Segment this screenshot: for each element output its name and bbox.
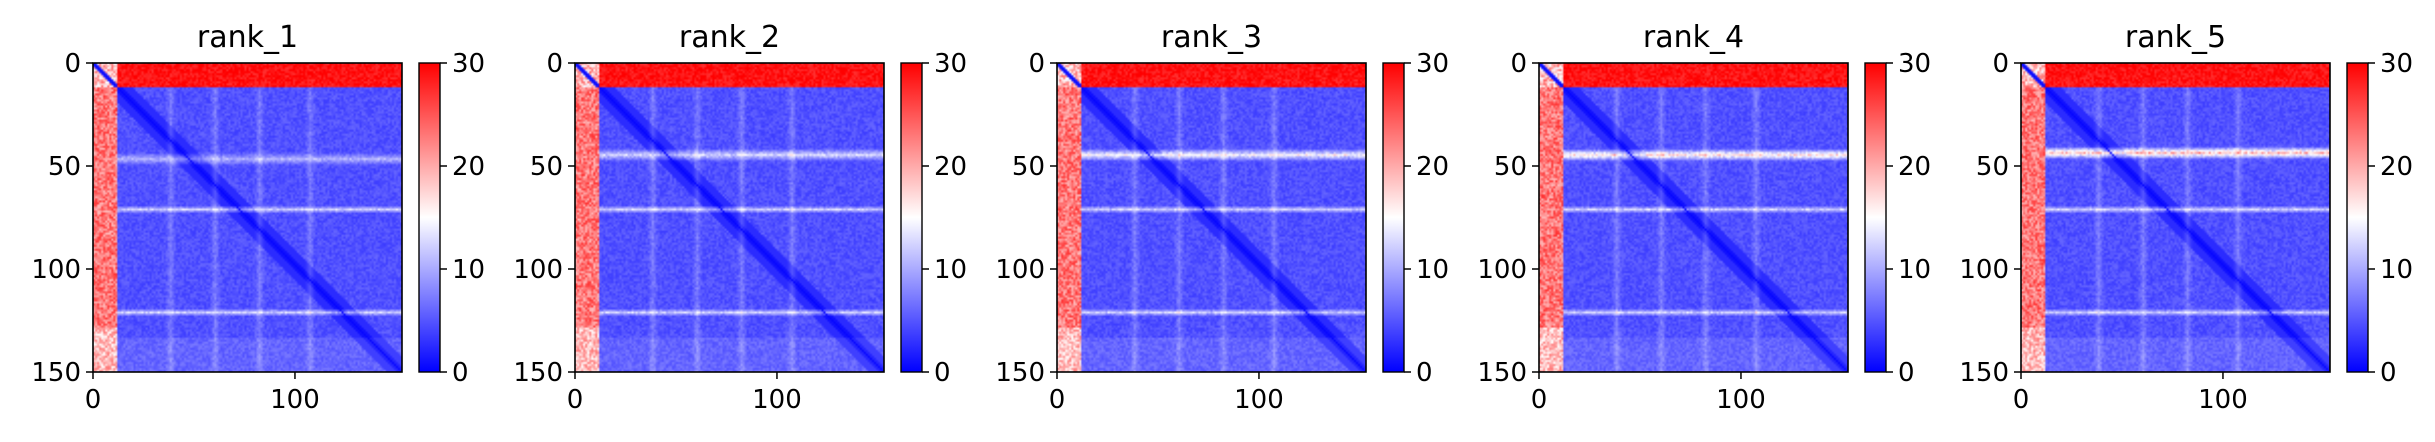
y-tick-label: 50 xyxy=(1976,152,2009,182)
colorbar-tick-label: 0 xyxy=(1898,358,1915,388)
colorbar-tick-label: 20 xyxy=(1416,152,1449,182)
x-tick-label: 0 xyxy=(1049,385,1066,415)
y-tick-label: 150 xyxy=(1477,358,1527,388)
y-tick-label: 150 xyxy=(31,358,81,388)
x-tick-label: 100 xyxy=(1234,385,1284,415)
y-tick-label: 100 xyxy=(1477,255,1527,285)
panel-title: rank_1 xyxy=(197,20,298,55)
y-tick-label: 150 xyxy=(1959,358,2009,388)
panel-title: rank_5 xyxy=(2125,20,2226,55)
y-tick-label: 100 xyxy=(995,255,1045,285)
colorbar-tick-label: 30 xyxy=(1898,49,1931,79)
plot-frame xyxy=(1538,62,1849,373)
colorbar-tick-label: 20 xyxy=(2380,152,2413,182)
colorbar-tick-label: 0 xyxy=(934,358,951,388)
heatmap-image xyxy=(575,63,884,372)
y-tick-label: 100 xyxy=(1959,255,2009,285)
x-tick-label: 100 xyxy=(2198,385,2248,415)
heatmap-image xyxy=(1057,63,1366,372)
y-tick-label: 100 xyxy=(513,255,563,285)
heatmap-image xyxy=(2021,63,2330,372)
x-tick-label: 100 xyxy=(752,385,802,415)
colorbar xyxy=(900,62,923,373)
y-tick-label: 50 xyxy=(1012,152,1045,182)
x-tick-label: 0 xyxy=(567,385,584,415)
y-tick-label: 50 xyxy=(1494,152,1527,182)
colorbar xyxy=(418,62,441,373)
plot-frame xyxy=(1056,62,1367,373)
colorbar-tick-label: 30 xyxy=(1416,49,1449,79)
y-tick-label: 0 xyxy=(64,49,81,79)
plot-frame xyxy=(92,62,403,373)
y-tick-label: 0 xyxy=(1992,49,2009,79)
colorbar-tick-label: 0 xyxy=(2380,358,2397,388)
heatmap-image xyxy=(93,63,402,372)
panel-title: rank_4 xyxy=(1643,20,1744,55)
x-tick-label: 0 xyxy=(85,385,102,415)
y-tick-label: 0 xyxy=(546,49,563,79)
colorbar-tick-label: 0 xyxy=(1416,358,1433,388)
colorbar-tick-label: 20 xyxy=(452,152,485,182)
y-tick-label: 50 xyxy=(530,152,563,182)
colorbar-tick-label: 30 xyxy=(452,49,485,79)
y-tick-label: 0 xyxy=(1028,49,1045,79)
x-tick-label: 100 xyxy=(1716,385,1766,415)
panel-title: rank_2 xyxy=(679,20,780,55)
colorbar-tick-label: 10 xyxy=(1898,255,1931,285)
x-tick-label: 0 xyxy=(2013,385,2030,415)
y-tick-label: 150 xyxy=(513,358,563,388)
y-tick-label: 0 xyxy=(1510,49,1527,79)
plot-frame xyxy=(574,62,885,373)
plot-frame xyxy=(2020,62,2331,373)
y-tick-label: 100 xyxy=(31,255,81,285)
panel-title: rank_3 xyxy=(1161,20,1262,55)
colorbar-tick-label: 20 xyxy=(1898,152,1931,182)
colorbar-tick-label: 10 xyxy=(934,255,967,285)
colorbar-tick-label: 10 xyxy=(452,255,485,285)
colorbar xyxy=(1382,62,1405,373)
colorbar xyxy=(2346,62,2369,373)
y-tick-label: 150 xyxy=(995,358,1045,388)
colorbar-tick-label: 30 xyxy=(934,49,967,79)
colorbar-tick-label: 10 xyxy=(1416,255,1449,285)
colorbar-tick-label: 30 xyxy=(2380,49,2413,79)
y-tick-label: 50 xyxy=(48,152,81,182)
colorbar-tick-label: 0 xyxy=(452,358,469,388)
x-tick-label: 100 xyxy=(270,385,320,415)
colorbar xyxy=(1864,62,1887,373)
colorbar-tick-label: 10 xyxy=(2380,255,2413,285)
heatmap-image xyxy=(1539,63,1848,372)
x-tick-label: 0 xyxy=(1531,385,1548,415)
colorbar-tick-label: 20 xyxy=(934,152,967,182)
